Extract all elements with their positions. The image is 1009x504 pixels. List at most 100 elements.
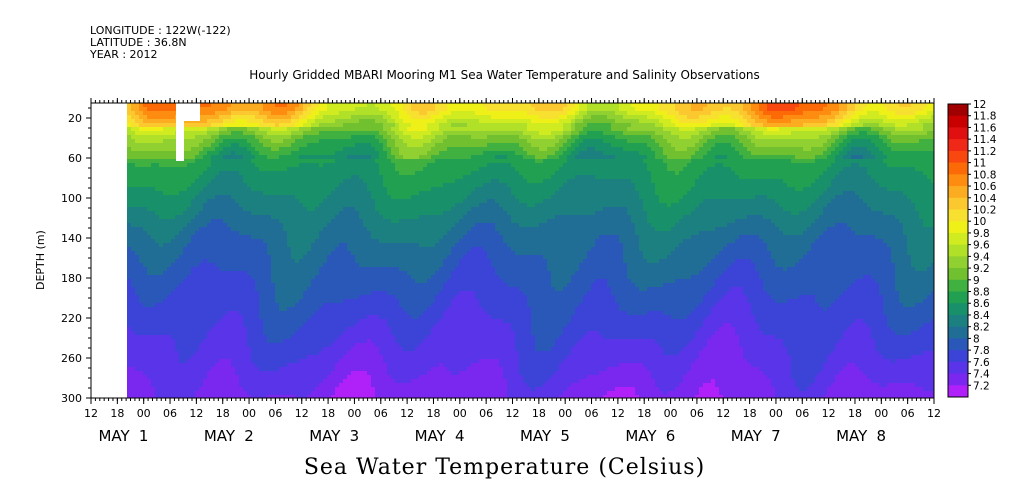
contour-cell <box>135 127 140 132</box>
contour-cell <box>255 299 260 304</box>
contour-cell <box>383 255 388 260</box>
contour-cell <box>179 379 184 384</box>
contour-cell <box>211 211 216 216</box>
contour-cell <box>339 207 344 212</box>
contour-cell <box>151 263 156 268</box>
contour-cell <box>299 291 304 296</box>
contour-cell <box>159 275 164 280</box>
contour-cell <box>271 375 276 380</box>
contour-cell <box>263 171 268 176</box>
contour-cell <box>355 355 360 360</box>
contour-cell <box>159 243 164 248</box>
contour-cell <box>255 275 260 280</box>
contour-cell <box>139 271 144 276</box>
contour-cell <box>355 175 360 180</box>
contour-cell <box>355 271 360 276</box>
contour-cell <box>195 327 200 332</box>
contour-cell <box>219 387 224 392</box>
contour-cell <box>315 151 320 156</box>
contour-cell <box>143 283 148 288</box>
contour-cell <box>127 247 132 252</box>
contour-cell <box>263 279 268 284</box>
contour-cell <box>299 227 304 232</box>
contour-cell <box>243 191 248 196</box>
contour-cell <box>191 303 196 308</box>
contour-cell <box>335 187 340 192</box>
contour-cell <box>127 171 132 176</box>
contour-cell <box>279 215 284 220</box>
contour-cell <box>267 339 272 344</box>
contour-cell <box>319 343 324 348</box>
contour-cell <box>227 263 232 268</box>
contour-cell <box>383 119 388 124</box>
contour-cell <box>319 299 324 304</box>
contour-cell <box>307 379 312 384</box>
contour-cell <box>131 263 136 268</box>
contour-cell <box>239 307 244 312</box>
contour-cell <box>259 295 264 300</box>
contour-cell <box>291 211 296 216</box>
contour-cell <box>147 271 152 276</box>
contour-cell <box>267 299 272 304</box>
contour-cell <box>171 191 176 196</box>
contour-cell <box>147 107 152 112</box>
contour-cell <box>163 235 168 240</box>
contour-cell <box>371 179 376 184</box>
contour-cell <box>191 139 196 144</box>
contour-cell <box>155 203 160 208</box>
contour-cell <box>187 123 192 128</box>
contour-cell <box>295 111 300 116</box>
contour-cell <box>267 287 272 292</box>
contour-cell <box>231 363 236 368</box>
contour-cell <box>263 263 268 268</box>
contour-cell <box>291 263 296 268</box>
contour-cell <box>215 255 220 260</box>
contour-cell <box>159 107 164 112</box>
contour-cell <box>167 131 172 136</box>
contour-cell <box>147 123 152 128</box>
contour-cell <box>191 179 196 184</box>
contour-cell <box>207 175 212 180</box>
contour-cell <box>367 175 372 180</box>
contour-cell <box>135 295 140 300</box>
contour-cell <box>203 295 208 300</box>
contour-cell <box>171 167 176 172</box>
contour-cell <box>203 335 208 340</box>
contour-cell <box>155 395 160 398</box>
contour-cell <box>295 227 300 232</box>
contour-cell <box>311 223 316 228</box>
contour-cell <box>183 159 188 164</box>
contour-cell <box>131 207 136 212</box>
contour-cell <box>143 267 148 272</box>
contour-cell <box>191 127 196 132</box>
contour-cell <box>295 183 300 188</box>
contour-cell <box>227 319 232 324</box>
contour-cell <box>171 391 176 396</box>
contour-cell <box>367 235 372 240</box>
contour-cell <box>183 355 188 360</box>
contour-cell <box>235 311 240 316</box>
contour-cell <box>303 387 308 392</box>
contour-cell <box>383 251 388 256</box>
contour-cell <box>207 343 212 348</box>
contour-cell <box>363 371 368 376</box>
contour-cell <box>207 323 212 328</box>
contour-cell <box>167 375 172 380</box>
contour-cell <box>359 323 364 328</box>
contour-cell <box>223 203 228 208</box>
contour-cell <box>159 103 164 108</box>
contour-cell <box>367 311 372 316</box>
contour-cell <box>363 183 368 188</box>
contour-cell <box>187 279 192 284</box>
contour-cell <box>263 115 268 120</box>
contour-cell <box>351 135 356 140</box>
contour-cell <box>339 235 344 240</box>
contour-cell <box>291 231 296 236</box>
contour-cell <box>243 311 248 316</box>
contour-cell <box>143 291 148 296</box>
contour-cell <box>359 227 364 232</box>
contour-cell <box>175 391 180 396</box>
contour-cell <box>275 147 280 152</box>
contour-cell <box>215 287 220 292</box>
contour-cell <box>379 351 384 356</box>
